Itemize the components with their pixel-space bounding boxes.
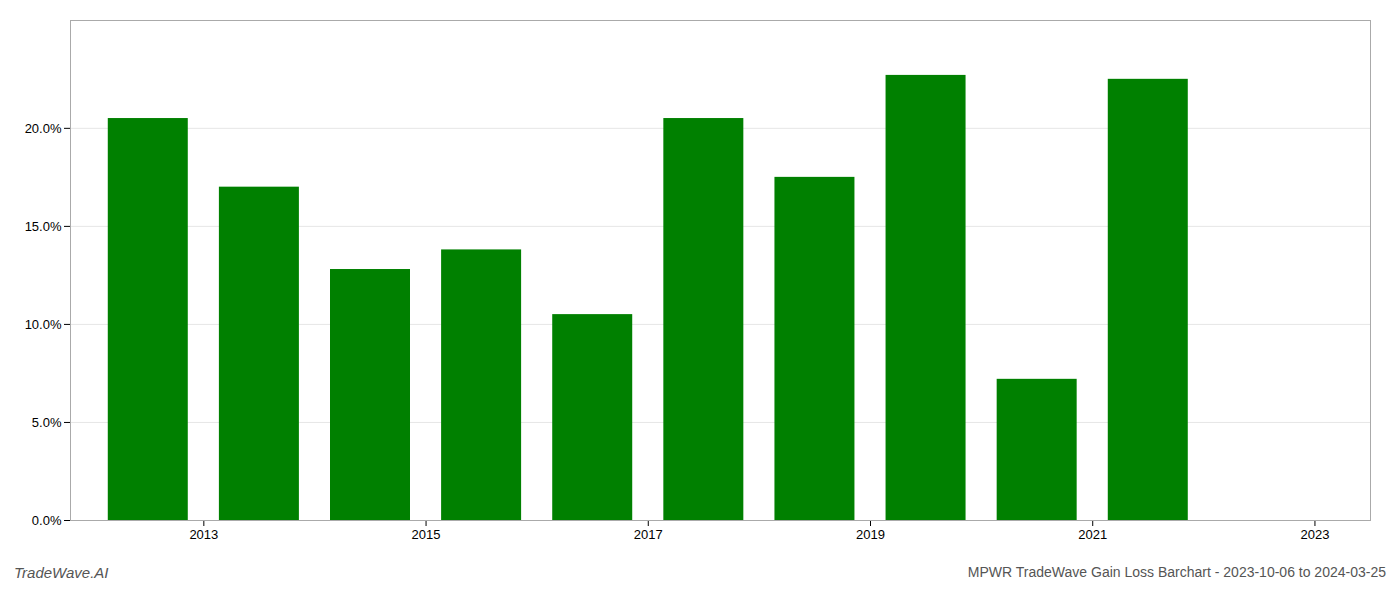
svg-text:2021: 2021: [1078, 527, 1107, 542]
svg-text:2023: 2023: [1300, 527, 1329, 542]
html-text:TradeWave.AI: TradeWave.AI: [14, 564, 109, 581]
html-text:MPWR TradeWave Gain Loss Barch: MPWR TradeWave Gain Loss Barchart - 2023…: [967, 564, 1386, 580]
svg-text:2013: 2013: [189, 527, 218, 542]
svg-text:5.0%: 5.0%: [32, 415, 62, 430]
svg-text:20.0%: 20.0%: [25, 121, 62, 136]
svg-text:2015: 2015: [412, 527, 441, 542]
svg-text:15.0%: 15.0%: [25, 219, 62, 234]
svg-text:0.0%: 0.0%: [32, 513, 62, 528]
svg-text:2017: 2017: [634, 527, 663, 542]
svg-text:10.0%: 10.0%: [25, 317, 62, 332]
svg-text:2019: 2019: [856, 527, 885, 542]
